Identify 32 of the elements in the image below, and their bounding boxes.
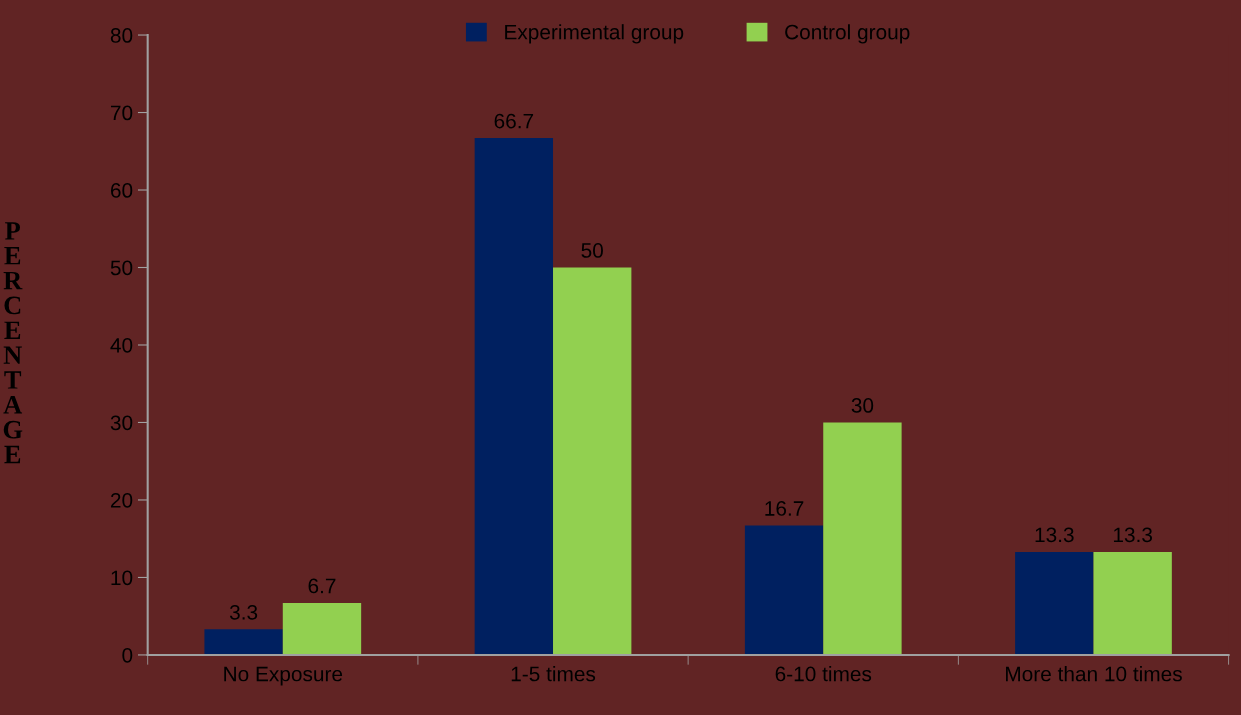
data-label: 66.7 (494, 113, 534, 129)
legend-label: Control group (785, 24, 910, 44)
y-tick-label: 40 (110, 337, 133, 353)
data-label: 6.7 (308, 578, 336, 594)
y-tick-label: 60 (110, 183, 133, 198)
data-label: 13.3 (1113, 527, 1153, 543)
y-tick-label: 80 (110, 28, 133, 43)
y-tick-label: 70 (110, 105, 133, 121)
data-label: 50 (581, 243, 603, 258)
data-label: 3.3 (229, 604, 258, 620)
text: PERCENTAGE (3, 222, 23, 464)
data-label: 30 (851, 398, 874, 413)
bar (1093, 551, 1172, 655)
bar (204, 629, 283, 655)
data-label: 13.3 (1035, 527, 1074, 543)
bar (744, 525, 824, 655)
bar (553, 267, 632, 655)
legend-label: Experimental group (505, 24, 684, 44)
data-label: 16.7 (765, 501, 804, 516)
y-tick-label: 20 (110, 492, 133, 508)
x-tick-label: 1-5 times (511, 666, 596, 682)
y-tick-label: 10 (111, 570, 133, 586)
x-tick-label: 6-10 times (775, 666, 872, 682)
y-tick-label: 0 (122, 647, 133, 663)
bar (1015, 551, 1094, 655)
x-tick-label: More than 10 times (1006, 666, 1182, 682)
x-tick-label: No Exposure (224, 666, 343, 686)
bar (282, 603, 362, 655)
y-tick-label: 50 (110, 260, 133, 276)
y-tick-label: 30 (110, 415, 133, 431)
bar (823, 422, 902, 655)
bar (474, 138, 554, 655)
